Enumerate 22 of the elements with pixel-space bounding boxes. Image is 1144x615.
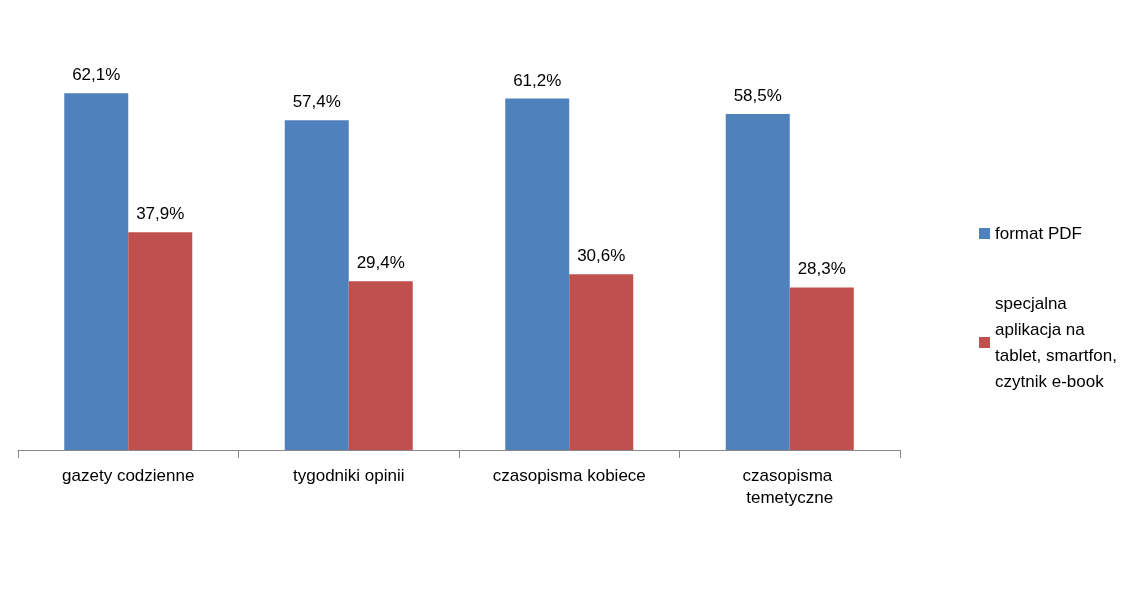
x-tick-label: czasopisma kobiece: [492, 465, 646, 485]
bar: [284, 120, 349, 450]
bar: [64, 93, 129, 450]
data-label: 58,5%: [733, 86, 782, 106]
x-tick-label: czasopisma temetyczne: [742, 465, 837, 507]
bar: [505, 98, 570, 450]
bar: [128, 232, 193, 450]
data-label: 61,2%: [513, 70, 562, 90]
bar: [348, 281, 413, 450]
bar: [725, 114, 790, 450]
x-tick-label: tygodniki opinii: [292, 465, 405, 485]
bar: [569, 274, 634, 450]
legend-label: specjalna aplikacja na tablet, smartfon, czytnik e-book: [995, 294, 1122, 391]
data-label: 30,6%: [577, 246, 626, 266]
legend-label: format PDF: [995, 224, 1082, 243]
bar: [789, 287, 854, 450]
x-tick-label: gazety codzienne: [62, 465, 195, 485]
data-label: 29,4%: [356, 253, 405, 273]
data-label: 57,4%: [292, 92, 341, 112]
data-label: 62,1%: [72, 65, 121, 85]
data-label: 28,3%: [797, 259, 846, 279]
data-label: 37,9%: [136, 204, 185, 224]
